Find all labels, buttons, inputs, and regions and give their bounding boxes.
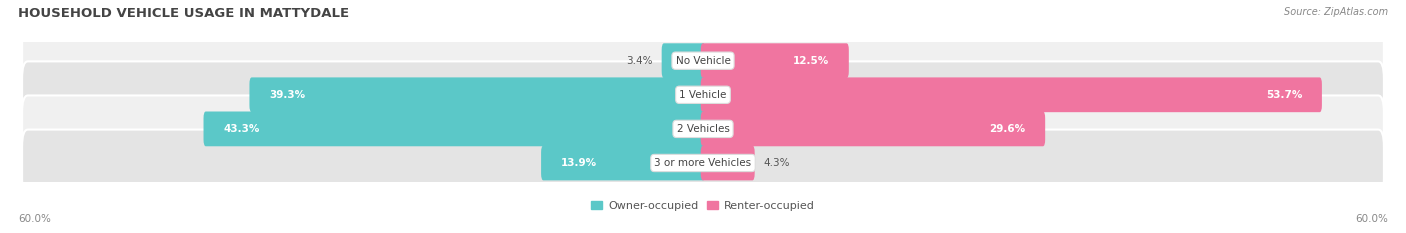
Text: No Vehicle: No Vehicle bbox=[675, 56, 731, 66]
Text: 60.0%: 60.0% bbox=[18, 214, 51, 224]
Text: HOUSEHOLD VEHICLE USAGE IN MATTYDALE: HOUSEHOLD VEHICLE USAGE IN MATTYDALE bbox=[18, 7, 350, 20]
Text: 3 or more Vehicles: 3 or more Vehicles bbox=[654, 158, 752, 168]
Text: 43.3%: 43.3% bbox=[224, 124, 260, 134]
Text: 2 Vehicles: 2 Vehicles bbox=[676, 124, 730, 134]
FancyBboxPatch shape bbox=[662, 43, 706, 78]
FancyBboxPatch shape bbox=[22, 96, 1384, 162]
Text: 39.3%: 39.3% bbox=[269, 90, 305, 100]
FancyBboxPatch shape bbox=[700, 77, 1322, 112]
FancyBboxPatch shape bbox=[700, 112, 1045, 146]
FancyBboxPatch shape bbox=[22, 130, 1384, 196]
FancyBboxPatch shape bbox=[541, 146, 706, 180]
FancyBboxPatch shape bbox=[22, 61, 1384, 128]
Text: 13.9%: 13.9% bbox=[561, 158, 596, 168]
Text: Source: ZipAtlas.com: Source: ZipAtlas.com bbox=[1284, 7, 1388, 17]
Text: 1 Vehicle: 1 Vehicle bbox=[679, 90, 727, 100]
Text: 3.4%: 3.4% bbox=[626, 56, 652, 66]
FancyBboxPatch shape bbox=[249, 77, 706, 112]
Text: 53.7%: 53.7% bbox=[1265, 90, 1302, 100]
Text: 4.3%: 4.3% bbox=[763, 158, 790, 168]
Legend: Owner-occupied, Renter-occupied: Owner-occupied, Renter-occupied bbox=[586, 196, 820, 215]
Text: 60.0%: 60.0% bbox=[1355, 214, 1388, 224]
FancyBboxPatch shape bbox=[22, 27, 1384, 94]
FancyBboxPatch shape bbox=[204, 112, 706, 146]
Text: 29.6%: 29.6% bbox=[990, 124, 1025, 134]
FancyBboxPatch shape bbox=[700, 43, 849, 78]
Text: 12.5%: 12.5% bbox=[793, 56, 830, 66]
FancyBboxPatch shape bbox=[700, 146, 755, 180]
